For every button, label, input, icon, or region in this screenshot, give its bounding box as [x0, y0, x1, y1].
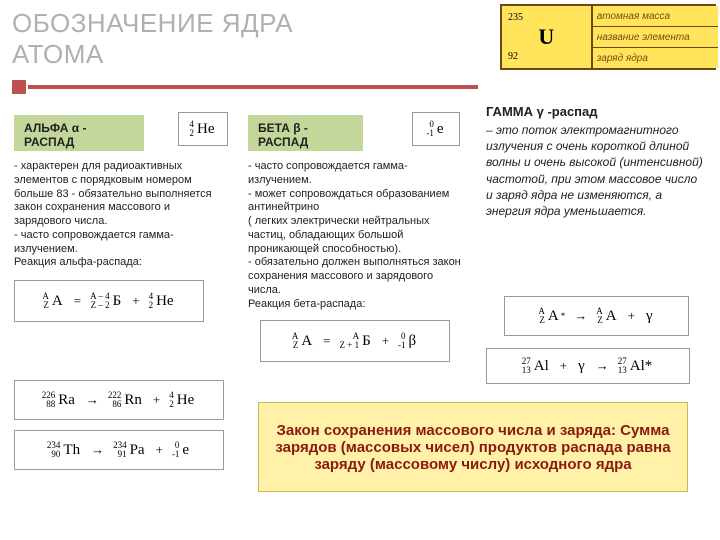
legend-row-charge: заряд ядра — [593, 48, 718, 68]
slide-title-line1: ОБОЗНАЧЕНИЕ ЯДРА — [12, 8, 293, 39]
legend-charge: 92 — [508, 51, 518, 62]
gamma-body: – это поток электромагнитного излучения … — [486, 122, 704, 219]
alpha-eq-th: 23490Th→23491Pa+0-1e — [14, 430, 224, 470]
beta-label: БЕТА β - РАСПАД — [248, 115, 363, 151]
beta-body: - часто сопровождается гамма-излучением.… — [248, 160, 463, 311]
legend-element-cell: 235 U 92 — [502, 6, 593, 68]
alpha-symbol-el: He — [197, 121, 215, 138]
gamma-eq-al: 2713Al+γ→2713Al* — [486, 348, 690, 384]
slide-title-line2: АТОМА — [12, 39, 293, 70]
nuclide-legend: 235 U 92 атомная масса название элемента… — [500, 4, 716, 70]
conservation-law: Закон сохранения массового числа и заряд… — [258, 402, 688, 492]
slide: { "colors": { "title": "#b0b0b0", "accen… — [0, 0, 720, 540]
accent-square — [12, 80, 26, 94]
beta-eq-generic: AZА=AZ + 1Б+0-1β — [260, 320, 450, 362]
beta-symbol-el: e — [437, 121, 444, 138]
alpha-symbol: 42 He — [178, 112, 228, 146]
accent-bar — [28, 85, 478, 89]
gamma-eq-generic: AZA*→AZA+γ — [504, 296, 689, 336]
slide-title-block: ОБОЗНАЧЕНИЕ ЯДРА АТОМА — [12, 8, 293, 70]
law-text: Закон сохранения массового числа и заряд… — [265, 422, 681, 473]
legend-mass: 235 — [508, 12, 523, 23]
legend-row-mass: атомная масса — [593, 6, 718, 27]
legend-labels: атомная масса название элемента заряд яд… — [593, 6, 718, 68]
legend-row-name: название элемента — [593, 27, 718, 48]
beta-symbol: 0-1 e — [412, 112, 460, 146]
alpha-label: АЛЬФА α - РАСПАД — [14, 115, 144, 151]
gamma-title: ГАММА γ -распад — [486, 104, 598, 119]
legend-element: U — [538, 24, 554, 50]
alpha-eq-ra: 22688Ra→22286Rn+42He — [14, 380, 224, 420]
alpha-eq-generic: AZА=A – 4Z – 2Б+42He — [14, 280, 204, 322]
alpha-body: - характерен для радиоактивных элементов… — [14, 160, 229, 270]
